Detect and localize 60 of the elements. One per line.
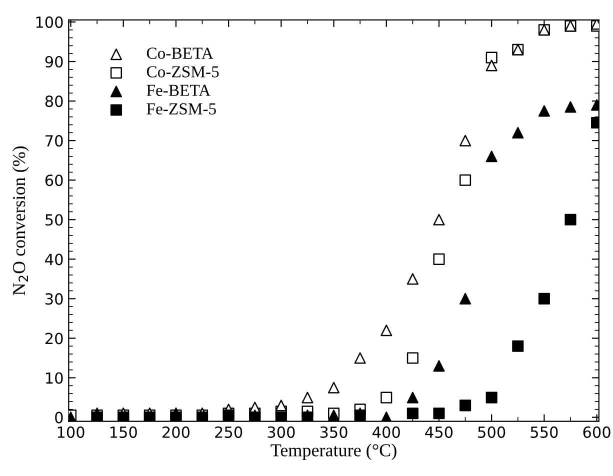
y-axis-title: N$_{2}$O conversion (%) [12, 146, 29, 296]
point [275, 400, 287, 412]
y-tick-label: 10 [46, 372, 63, 384]
point [275, 412, 287, 422]
point [564, 214, 576, 226]
point [538, 292, 550, 304]
x-tick-label: 450 [425, 426, 453, 438]
x-tick-label: 200 [162, 426, 190, 438]
point [486, 392, 498, 404]
point [302, 392, 314, 404]
point [406, 273, 418, 285]
x-tick-label: 150 [110, 426, 137, 438]
x-tick-label: 550 [530, 426, 558, 438]
point [249, 412, 261, 422]
point [433, 214, 445, 226]
y-tick-label: 40 [45, 254, 63, 266]
point [406, 392, 418, 404]
point [406, 352, 418, 364]
point [512, 340, 524, 352]
point [486, 60, 498, 72]
y-tick-label: 60 [45, 174, 63, 186]
x-tick-label: 350 [320, 426, 348, 438]
legend-label: Co-BETA [146, 48, 214, 59]
point [460, 174, 472, 186]
point [433, 253, 445, 265]
x-tick-label: 300 [268, 426, 295, 438]
x-tick-label: 600 [583, 426, 610, 438]
y-tick-label: 20 [45, 332, 63, 344]
x-axis-title: Temperature (°C) [270, 444, 396, 460]
point [486, 52, 498, 64]
point [564, 101, 576, 113]
point [460, 400, 472, 412]
point [328, 382, 340, 394]
point [354, 352, 366, 364]
y-tick-label: 0 [55, 412, 63, 424]
point [433, 360, 445, 372]
point [538, 105, 550, 117]
x-tick-label: 250 [215, 426, 242, 438]
y-tick-label: 100 [36, 16, 63, 28]
y-tick-label: 70 [46, 135, 63, 147]
point [512, 126, 524, 138]
legend-label: Fe-BETA [146, 84, 211, 96]
y-tick-label: 30 [46, 293, 63, 305]
point [380, 392, 392, 404]
x-tick-label: 400 [372, 426, 400, 438]
legend-label: Co-ZSM-5 [146, 66, 219, 78]
x-tick-label: 500 [478, 426, 506, 438]
point [302, 412, 314, 422]
legend-label: Fe-ZSM-5 [146, 103, 216, 115]
point [460, 134, 472, 146]
point [380, 324, 392, 336]
point [406, 408, 418, 420]
point [433, 408, 445, 420]
y-tick-label: 80 [45, 96, 63, 108]
y-tick-label: 90 [45, 56, 63, 68]
y-tick-label: 50 [46, 214, 63, 226]
point [460, 292, 472, 304]
x-tick-label: 100 [58, 426, 84, 438]
point [380, 412, 392, 422]
point [486, 150, 498, 162]
